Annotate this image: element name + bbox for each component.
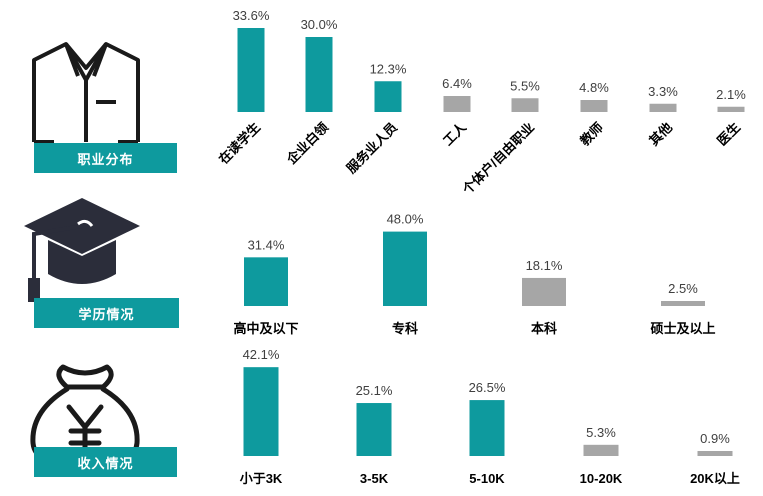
- category-label: 本科: [531, 321, 557, 336]
- category-label: 个体户/自由职业: [459, 120, 537, 198]
- value-label: 6.4%: [442, 76, 472, 91]
- value-label: 26.5%: [469, 380, 506, 395]
- bar-0-5: [580, 100, 608, 112]
- value-label: 0.9%: [700, 431, 730, 446]
- value-label: 4.8%: [579, 80, 609, 95]
- value-label: 33.6%: [233, 8, 270, 23]
- value-label: 12.3%: [370, 61, 407, 76]
- category-label: 教师: [576, 120, 606, 150]
- category-label: 医生: [714, 120, 743, 149]
- category-label: 高中及以下: [233, 321, 298, 336]
- value-label: 3.3%: [648, 84, 678, 99]
- value-label: 5.3%: [586, 425, 616, 440]
- value-label: 5.5%: [510, 78, 540, 93]
- shirt-icon: [32, 42, 140, 144]
- bar-2-0: [243, 367, 279, 456]
- value-label: 30.0%: [301, 17, 338, 32]
- bar-1-3: [661, 301, 705, 306]
- category-label: 在读学生: [216, 120, 263, 167]
- graduation-cap-icon: [24, 198, 140, 302]
- value-label: 31.4%: [248, 237, 285, 252]
- bar-2-4: [697, 451, 733, 456]
- bar-2-3: [583, 444, 619, 456]
- value-label: 18.1%: [526, 258, 563, 273]
- bar-2-1: [356, 403, 392, 456]
- category-label: 20K以上: [690, 471, 740, 486]
- bar-0-3: [443, 96, 471, 112]
- category-label: 企业白领: [283, 120, 331, 168]
- section-label-education: 学历情况: [34, 298, 179, 328]
- value-label: 42.1%: [243, 347, 280, 362]
- bar-0-7: [717, 106, 745, 112]
- value-label: 25.1%: [356, 383, 393, 398]
- bar-2-2: [469, 400, 505, 456]
- bar-1-1: [383, 231, 427, 306]
- value-label: 2.5%: [668, 281, 698, 296]
- value-label: 48.0%: [387, 212, 424, 227]
- bar-0-2: [374, 81, 402, 112]
- section-label-occupation: 职业分布: [34, 143, 177, 173]
- section-label-income: 收入情况: [34, 447, 177, 477]
- bar-0-1: [305, 37, 333, 112]
- bar-1-2: [522, 277, 566, 306]
- category-label: 3-5K: [360, 471, 389, 486]
- bar-1-0: [244, 257, 288, 306]
- category-label: 10-20K: [580, 471, 623, 486]
- bar-0-4: [511, 98, 539, 112]
- category-label: 专科: [392, 321, 418, 336]
- bar-0-0: [237, 28, 265, 112]
- bar-0-6: [649, 103, 677, 112]
- category-label: 小于3K: [240, 471, 283, 486]
- category-label: 硕士及以上: [650, 321, 715, 336]
- category-label: 工人: [440, 119, 470, 149]
- value-label: 2.1%: [716, 87, 746, 102]
- category-label: 5-10K: [469, 471, 505, 486]
- category-label: 其他: [646, 120, 675, 149]
- category-label: 服务业人员: [344, 120, 401, 177]
